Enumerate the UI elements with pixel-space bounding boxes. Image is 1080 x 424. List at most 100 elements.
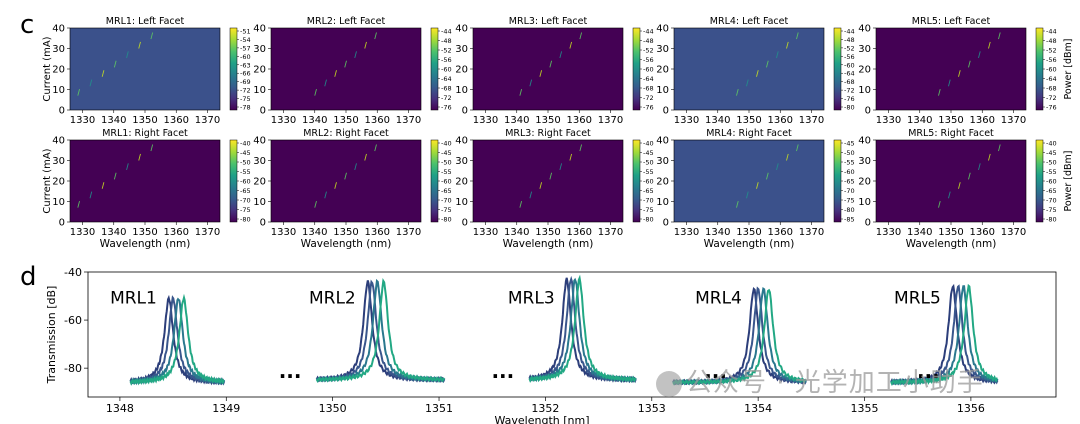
subplot-title: MRL4: Right Facet xyxy=(706,128,792,139)
lasing-streak xyxy=(101,182,105,189)
colorbar-tick-label: -75 xyxy=(844,197,855,205)
colorbar-tick-label: -55 xyxy=(844,159,855,167)
y-tick-label: 20 xyxy=(52,65,65,76)
y-tick-label: 20 xyxy=(656,177,669,188)
lasing-streak xyxy=(529,191,533,199)
colorbar-tick-label: -76 xyxy=(1046,104,1057,112)
colorbar-tick-label: -44 xyxy=(441,28,452,36)
colorbar-tick-label: -56 xyxy=(441,56,452,64)
y-tick-label: 40 xyxy=(656,136,669,147)
x-tick-label: 1330 xyxy=(876,227,901,238)
subplot-title: MRL3: Right Facet xyxy=(505,128,591,139)
heatmap-area xyxy=(472,27,624,111)
wechat-icon xyxy=(656,370,682,397)
colorbar-tick-label: -65 xyxy=(643,187,654,195)
lasing-streak xyxy=(938,88,941,96)
y-tick-label: 40 xyxy=(455,24,468,35)
group-label: MRL5 xyxy=(894,288,941,308)
x-axis-label: Wavelength [nm] xyxy=(494,414,589,424)
transmission-plot: 1348 1349 1350 1351 1352 1353 1354 1355 1356 -40 -… xyxy=(45,266,1057,424)
lasing-streak xyxy=(559,163,563,171)
lasing-streak xyxy=(569,41,573,49)
x-tick-label: 1370 xyxy=(799,115,824,126)
lasing-streak xyxy=(756,182,759,189)
heatmap-area xyxy=(875,139,1027,223)
y-tick-label: 30 xyxy=(253,156,266,167)
colorbar-tick-label: -55 xyxy=(240,168,251,176)
x-tick-label: 1340 xyxy=(101,115,126,126)
colorbar-tick-label: -48 xyxy=(1046,37,1057,45)
colorbar-tick-label: -72 xyxy=(441,94,452,102)
subplot-title: MRL4: Left Facet xyxy=(710,16,789,27)
lasing-streak xyxy=(324,79,327,87)
heatmap-area xyxy=(875,27,1027,111)
colorbar-tick-label: -52 xyxy=(844,44,855,52)
transmission-trace xyxy=(129,294,225,386)
x-tick-label: 1353 xyxy=(638,402,666,415)
lasing-streak xyxy=(364,153,367,161)
colorbar xyxy=(632,139,641,223)
lasing-streak xyxy=(539,182,543,189)
lasing-streak xyxy=(354,163,357,171)
colorbar-tick-label: -48 xyxy=(844,36,855,44)
lasing-streak xyxy=(766,172,769,180)
x-tick-label: 1370 xyxy=(195,227,220,238)
x-tick-label: 1340 xyxy=(504,227,529,238)
colorbar xyxy=(833,139,842,223)
lasing-streak xyxy=(314,88,317,96)
colorbar-tick-label: -60 xyxy=(441,178,452,186)
lasing-streak xyxy=(786,41,789,49)
x-tick-label: 1348 xyxy=(106,402,134,415)
heatmap-area xyxy=(270,27,422,111)
x-tick-label: 1370 xyxy=(195,115,220,126)
colorbar-tick-label: -80 xyxy=(441,216,452,224)
y-tick-label: 0 xyxy=(462,218,468,229)
lasing-streak xyxy=(988,153,991,161)
y-tick-label: 0 xyxy=(260,106,266,117)
colorbar-tick-label: -68 xyxy=(441,85,452,93)
lasing-streak xyxy=(113,172,117,180)
lasing-streak xyxy=(138,41,141,49)
lasing-streak xyxy=(150,144,154,152)
colorbar-tick-label: -56 xyxy=(844,53,855,61)
x-tick-label: 1370 xyxy=(1001,115,1026,126)
y-tick-label: 0 xyxy=(462,106,468,117)
group-label: MRL4 xyxy=(695,288,742,308)
x-tick-label: 1330 xyxy=(271,115,296,126)
y-tick-label: 40 xyxy=(656,24,669,35)
colorbar-tick-label: -80 xyxy=(844,104,855,112)
colorbar-tick-label: -40 xyxy=(240,140,251,148)
lasing-streak xyxy=(138,153,141,161)
transmission-trace xyxy=(315,278,445,384)
heatmap-area xyxy=(673,139,825,223)
ellipsis-mark: ... xyxy=(491,359,514,383)
colorbar xyxy=(229,139,238,223)
x-tick-label: 1340 xyxy=(504,115,529,126)
subplot-title: MRL5: Left Facet xyxy=(912,16,991,27)
y-tick-label: 30 xyxy=(455,156,468,167)
heatmap-area xyxy=(673,27,825,111)
lasing-streak xyxy=(549,172,553,180)
lasing-streak xyxy=(364,41,367,49)
colorbar-tick-label: -75 xyxy=(1046,206,1057,214)
lasing-streak xyxy=(746,191,749,199)
colorbar xyxy=(1035,139,1044,223)
lasing-streak xyxy=(314,200,317,208)
lasing-streak xyxy=(579,144,583,152)
x-tick-label: 1350 xyxy=(736,115,761,126)
x-tick-label: 1352 xyxy=(531,402,559,415)
y-tick-label: 40 xyxy=(253,136,266,147)
x-tick-label: 1360 xyxy=(768,115,793,126)
colorbar-tick-label: -64 xyxy=(1046,75,1057,83)
colorbar-tick-label: -60 xyxy=(643,178,654,186)
x-tick-label: 1340 xyxy=(907,115,932,126)
x-tick-label: 1360 xyxy=(567,227,592,238)
colorbar-tick-label: -44 xyxy=(844,28,855,36)
y-tick-label: 40 xyxy=(52,24,65,35)
transmission-trace xyxy=(129,297,226,386)
ellipsis-mark: ... xyxy=(704,359,727,383)
x-tick-label: 1340 xyxy=(101,227,126,238)
x-tick-label: 1330 xyxy=(674,115,699,126)
lasing-streak xyxy=(938,200,941,208)
transmission-trace xyxy=(672,288,807,386)
